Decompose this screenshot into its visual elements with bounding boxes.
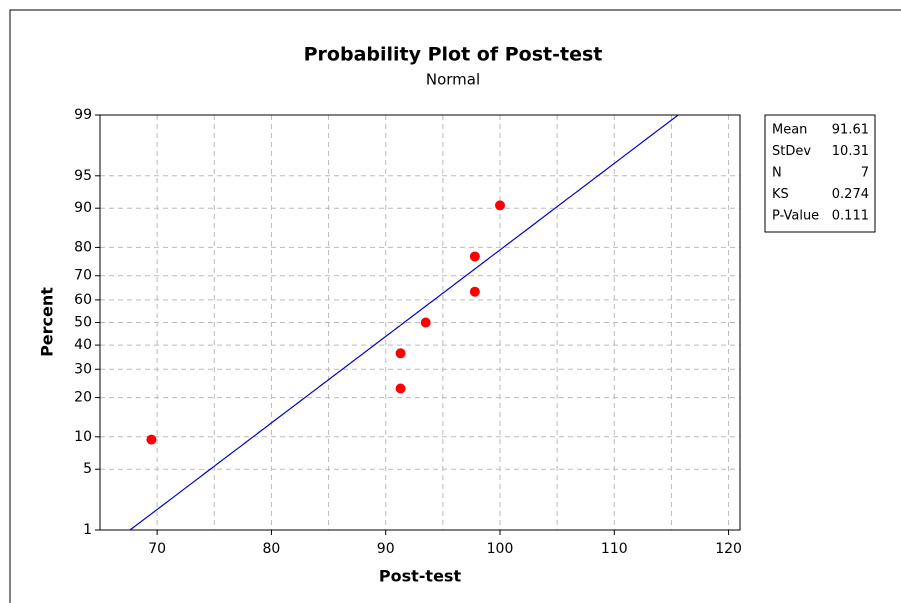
frame: [9, 9, 901, 603]
stats-box: [764, 114, 876, 233]
chart-title: Probability Plot of Post-test: [304, 44, 603, 66]
y-tick-label: 40: [74, 337, 92, 353]
y-axis-title: Percent: [38, 287, 57, 357]
x-tick-label: 100: [487, 541, 514, 557]
data-point: [469, 286, 480, 297]
stat-value: 0.111: [832, 209, 869, 224]
stat-value: 10.31: [832, 144, 869, 159]
data-point: [420, 317, 431, 328]
x-tick-label: 80: [263, 541, 281, 557]
y-tick-label: 10: [74, 429, 92, 445]
x-axis-title: Post-test: [379, 567, 462, 586]
y-tick-label: 20: [74, 390, 92, 406]
stat-label: P-Value: [772, 209, 819, 224]
y-tick-label: 95: [74, 168, 92, 184]
y-tick-label: 80: [74, 239, 92, 255]
y-tick-label: 50: [74, 315, 92, 331]
stat-label: Mean: [772, 123, 807, 138]
data-point: [469, 251, 480, 262]
x-tick-label: 110: [601, 541, 628, 557]
plot-area: [99, 114, 741, 531]
data-point: [395, 348, 406, 359]
y-tick-label: 99: [74, 107, 92, 123]
data-point: [495, 200, 505, 211]
data-point: [395, 383, 406, 394]
y-tick-label: 70: [74, 268, 92, 284]
stat-label: StDev: [772, 144, 811, 159]
x-tick-label: 90: [377, 541, 395, 557]
stat-value: 0.274: [832, 187, 869, 202]
data-point: [146, 434, 157, 445]
stat-value: 91.61: [832, 123, 869, 138]
chart-subtitle: Normal: [426, 71, 480, 89]
stat-label: KS: [772, 187, 789, 202]
stat-value: 7: [861, 166, 869, 181]
x-tick-label: 70: [148, 541, 166, 557]
stat-label: N: [772, 166, 782, 181]
y-tick-label: 5: [83, 461, 92, 477]
x-tick-label: 120: [715, 541, 742, 557]
fit-line: [129, 114, 679, 531]
y-tick-label: 90: [74, 200, 92, 216]
y-tick-label: 60: [74, 292, 92, 308]
y-tick-label: 1: [83, 522, 92, 538]
y-tick-label: 30: [74, 361, 92, 377]
